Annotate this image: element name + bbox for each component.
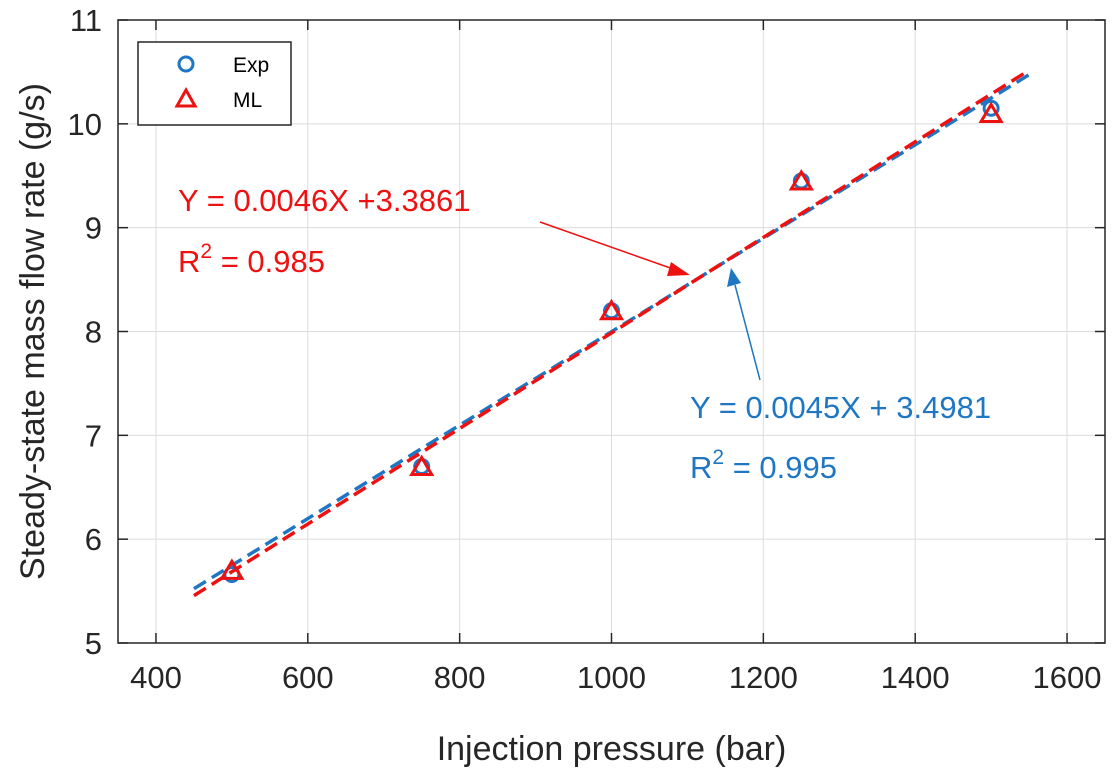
ml-point	[788, 168, 814, 191]
exp-fit-equation: Y = 0.0045X + 3.4981	[690, 390, 991, 425]
y-tick-label: 7	[85, 418, 102, 453]
y-tick-label: 6	[85, 522, 102, 557]
x-tick-label: 1000	[577, 660, 646, 695]
x-tick-label: 1200	[729, 660, 798, 695]
ml-point	[219, 558, 245, 580]
axis-ticks: 400 600 800 1000 1200 1400 1600 5 6 7 8 9 10 11	[68, 3, 1105, 695]
exp-point	[982, 99, 1000, 117]
exp-fit-r2: R2 = 0.995	[690, 446, 837, 485]
ml-fit-r2: R2 = 0.985	[178, 240, 325, 279]
exp-annotation-arrowhead	[727, 268, 741, 287]
legend-box	[137, 41, 292, 126]
ml-point	[409, 454, 435, 476]
ml-annotation-arrow	[539, 221, 677, 271]
ml-annotation-arrowhead	[667, 262, 690, 276]
ml-point	[598, 298, 625, 321]
data-points	[219, 99, 1004, 583]
fit-lines	[192, 68, 1031, 598]
ml-fit-annotation: Y = 0.0046X +3.3861 R2 = 0.985	[178, 183, 690, 279]
ml-point	[978, 101, 1004, 123]
y-tick-label: 10	[68, 107, 102, 142]
y-tick-label: 8	[85, 315, 102, 350]
x-axis-title: Injection pressure (bar)	[437, 730, 787, 768]
y-axis-title: Steady-state mass flow rate (g/s)	[14, 83, 52, 580]
x-tick-label: 600	[282, 660, 334, 695]
exp-fit-annotation: Y = 0.0045X + 3.4981 R2 = 0.995	[690, 268, 991, 485]
legend-exp-marker	[177, 55, 195, 73]
x-tick-label: 1600	[1033, 660, 1102, 695]
legend: Exp ML	[137, 41, 292, 126]
x-tick-label: 400	[130, 660, 182, 695]
x-tick-label: 1400	[881, 660, 950, 695]
y-tick-label: 9	[85, 211, 102, 246]
x-tick-label: 800	[434, 660, 486, 695]
exp-annotation-arrow	[734, 284, 761, 381]
y-tick-label: 11	[70, 3, 102, 38]
legend-exp-label: Exp	[233, 54, 269, 77]
ml-fit-equation: Y = 0.0046X +3.3861	[178, 183, 470, 218]
legend-ml-marker	[174, 86, 198, 108]
y-tick-label: 5	[85, 626, 102, 661]
ml-fit-line	[192, 68, 1031, 598]
legend-ml-label: ML	[233, 89, 262, 112]
